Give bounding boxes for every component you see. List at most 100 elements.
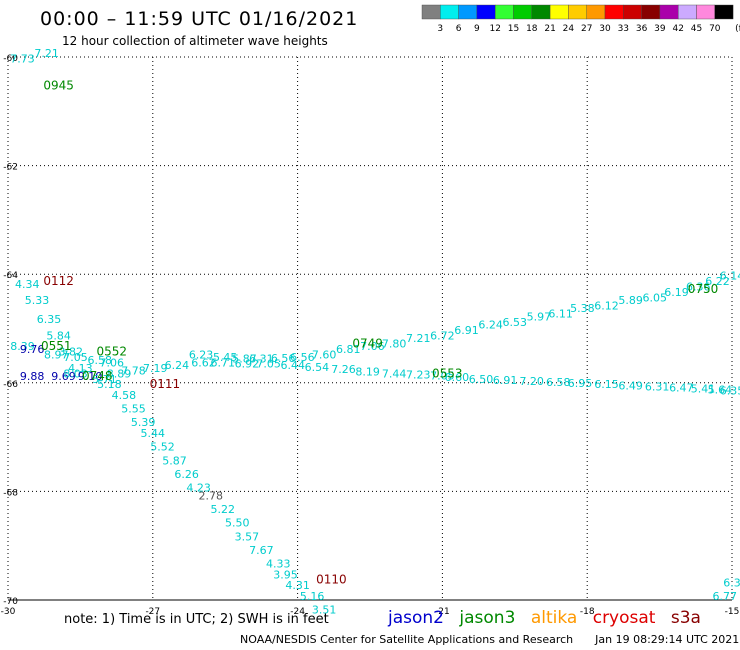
wave-height-value: 4.13 (68, 362, 93, 375)
wave-height-value: 6.53 (503, 316, 528, 329)
pass-time-label: 0551 (41, 339, 72, 353)
wave-height-value: 5.97 (527, 310, 552, 323)
wave-height-value: 6.12 (594, 299, 619, 312)
longitude-tick-label: -27 (145, 607, 160, 617)
colorbar-swatch (714, 4, 734, 20)
wave-height-value: 5.16 (300, 590, 325, 603)
wave-height-value: 6.36 (686, 280, 711, 293)
footer: NOAA/NESDIS Center for Satellite Applica… (240, 633, 739, 646)
wave-height-value: 8.39 (10, 340, 35, 353)
wave-height-value: 7.21 (406, 332, 431, 345)
wave-height-value: 5.33 (25, 294, 50, 307)
wave-height-value: 5.84 (46, 329, 71, 342)
footer-timestamp: Jan 19 08:29:14 UTC 2021 (595, 633, 740, 646)
wave-height-value: 5.55 (121, 403, 146, 416)
wave-height-value: 7.06 (360, 340, 385, 353)
wave-height-value: 5.87 (232, 353, 257, 366)
wave-height-value: 7.19 (143, 362, 168, 375)
wave-height-value: 7.67 (249, 544, 274, 557)
wave-height-value: 5.71 (92, 373, 117, 386)
wave-height-value: 5.22 (211, 503, 236, 516)
wave-height-value: 9.69 (51, 370, 76, 383)
wave-height-values: 7.73 7.21 4.34 5.33 6.35 5.84 3.82 4.13 8.399.76… (10, 47, 740, 617)
wave-height-value: 6.31 (645, 380, 670, 393)
wave-height-value: 6.58 (546, 376, 571, 389)
colorbar-swatch (513, 4, 532, 20)
satellite-jason3: jason3 (459, 608, 516, 628)
wave-height-value: 6.95 (568, 377, 593, 390)
pass-time-label: 0110 (316, 573, 347, 587)
colorbar-tick-label: 3 (437, 24, 443, 34)
wave-height-value: 8.89 (107, 367, 132, 380)
wave-height-value: 6.26 (174, 468, 199, 481)
wave-height-value: 6.56 (271, 352, 296, 365)
wave-height-value: 7.44 (382, 367, 407, 380)
wave-height-value: 6.35 (720, 385, 740, 398)
wave-height-value: 5.45 (213, 351, 238, 364)
colorbar-tick-label: 33 (618, 24, 629, 34)
wave-height-value: 6.3 (723, 576, 740, 589)
pass-time-label: 0552 (96, 345, 127, 359)
pass-time-label: 0112 (43, 274, 74, 288)
wave-height-value: 9.76 (20, 343, 45, 356)
wave-height-value: 5.44 (141, 427, 166, 440)
colorbar-swatch (623, 4, 642, 20)
colorbar-tick-label: 24 (563, 24, 575, 34)
map-title: 00:00 – 11:59 UTC 01/16/2021 (40, 8, 359, 30)
wave-height-value: 7.73 (10, 52, 35, 65)
wave-height-value: 9.88 (20, 370, 45, 383)
wave-height-value: 6.24 (165, 359, 190, 372)
wave-height-value: 4.34 (15, 278, 40, 291)
wave-height-value: 5.89 (618, 294, 643, 307)
colorbar-swatch (531, 4, 551, 20)
colorbar-swatch (696, 4, 715, 20)
wave-height-value: 6.49 (618, 379, 643, 392)
satellite-cryosat: cryosat (592, 608, 656, 628)
longitude-tick-label: -15 (725, 607, 740, 617)
colorbar-swatch (440, 4, 459, 20)
wave-height-value: 9.10 (78, 370, 103, 383)
wave-height-value: 5.18 (97, 378, 122, 391)
axis-tick-labels: -30 -27 -24 -21 -18 -15 -60 -62 -64 -66 -68 -70 (1, 54, 740, 617)
wave-height-value: 6.31 (249, 353, 274, 366)
colorbar-tick-label: 42 (672, 24, 683, 34)
latitude-tick-label: -64 (3, 271, 18, 281)
wave-height-value: 5.39 (131, 416, 156, 429)
footer-credit: NOAA/NESDIS Center for Satellite Applica… (240, 633, 574, 646)
latitude-tick-label: -70 (3, 597, 18, 607)
wave-height-value: 6.60 (445, 371, 470, 384)
colorbar-tick-label: 15 (508, 24, 519, 34)
colorbar-tick-label: 30 (599, 24, 611, 34)
wave-height-value: 7.20 (519, 375, 544, 388)
colorbar-tick-label: 18 (526, 24, 538, 34)
colorbar-swatch (568, 4, 587, 20)
wave-height-value: 3.57 (235, 530, 260, 543)
pass-time-label: 0945 (43, 79, 74, 93)
wave-height-value: 6.91 (454, 324, 479, 337)
wave-height-value: 7.23 (406, 368, 431, 381)
wave-height-value: 6.35 (37, 313, 62, 326)
wave-height-value: 8.03 (63, 367, 88, 380)
colorbar-swatch (604, 4, 624, 20)
colorbar-swatch (421, 4, 441, 20)
wave-height-value: 6.77 (713, 590, 738, 603)
pass-time-label: 0748 (82, 369, 113, 383)
wave-height-value: 6.56 (290, 351, 315, 364)
wave-height-value: 7.05 (430, 370, 455, 383)
wave-height-value: 7.78 (121, 365, 146, 378)
wave-height-value: 4.33 (266, 557, 291, 570)
colorbar-tick-label: 27 (581, 24, 592, 34)
colorbar-swatch (476, 4, 496, 20)
colorbar-swatch (659, 4, 679, 20)
wave-height-value: 3.82 (58, 346, 83, 359)
pass-time-label: 0553 (432, 366, 463, 380)
colorbar-tick-label: 70 (709, 24, 721, 34)
wave-height-value: 6.62 (191, 357, 216, 370)
satellite-jason2: jason2 (388, 608, 444, 628)
wave-height-value: 6.71 (211, 357, 236, 370)
wave-height-value: 5.52 (150, 441, 175, 454)
pass-time-labels: 0945 0112 0551 0552 0748 0111 0110 0749 0750 0553 (41, 79, 718, 587)
wave-height-value: 8.97 (44, 348, 69, 361)
